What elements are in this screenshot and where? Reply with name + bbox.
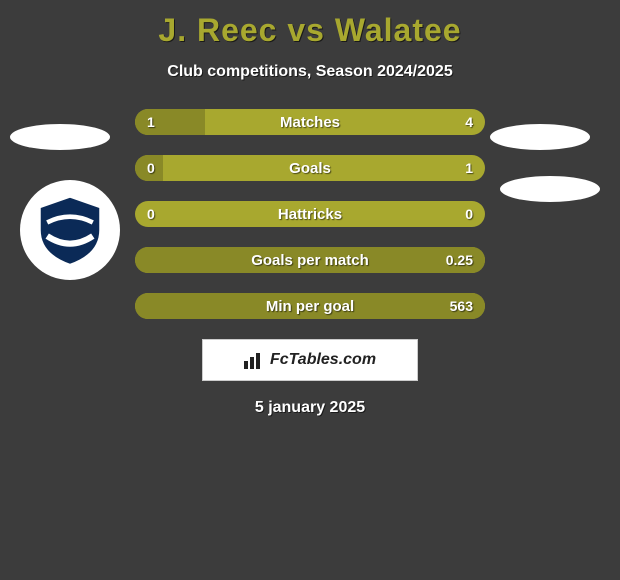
stat-value-right: 1 [465, 155, 473, 181]
stat-row-min-per-goal: Min per goal 563 [135, 293, 485, 319]
bars-icon [244, 351, 264, 369]
page-title: J. Reec vs Walatee [0, 0, 620, 49]
placeholder-ellipse [10, 124, 110, 150]
placeholder-ellipse [500, 176, 600, 202]
stat-value-right: 563 [450, 293, 473, 319]
subtitle: Club competitions, Season 2024/2025 [0, 63, 620, 81]
stat-row-hattricks: 0 Hattricks 0 [135, 201, 485, 227]
stat-label: Hattricks [135, 201, 485, 227]
stat-label: Goals [135, 155, 485, 181]
shield-icon [32, 192, 108, 268]
stat-value-right: 0.25 [446, 247, 473, 273]
stat-label: Min per goal [135, 293, 485, 319]
stat-row-goals-per-match: Goals per match 0.25 [135, 247, 485, 273]
branding-text: FcTables.com [270, 351, 376, 369]
stat-label: Goals per match [135, 247, 485, 273]
club-logo-left [20, 180, 120, 280]
stat-row-goals: 0 Goals 1 [135, 155, 485, 181]
branding-badge[interactable]: FcTables.com [202, 339, 418, 381]
stat-row-matches: 1 Matches 4 [135, 109, 485, 135]
stat-label: Matches [135, 109, 485, 135]
placeholder-ellipse [490, 124, 590, 150]
stat-value-right: 4 [465, 109, 473, 135]
date-label: 5 january 2025 [0, 399, 620, 417]
stat-value-right: 0 [465, 201, 473, 227]
